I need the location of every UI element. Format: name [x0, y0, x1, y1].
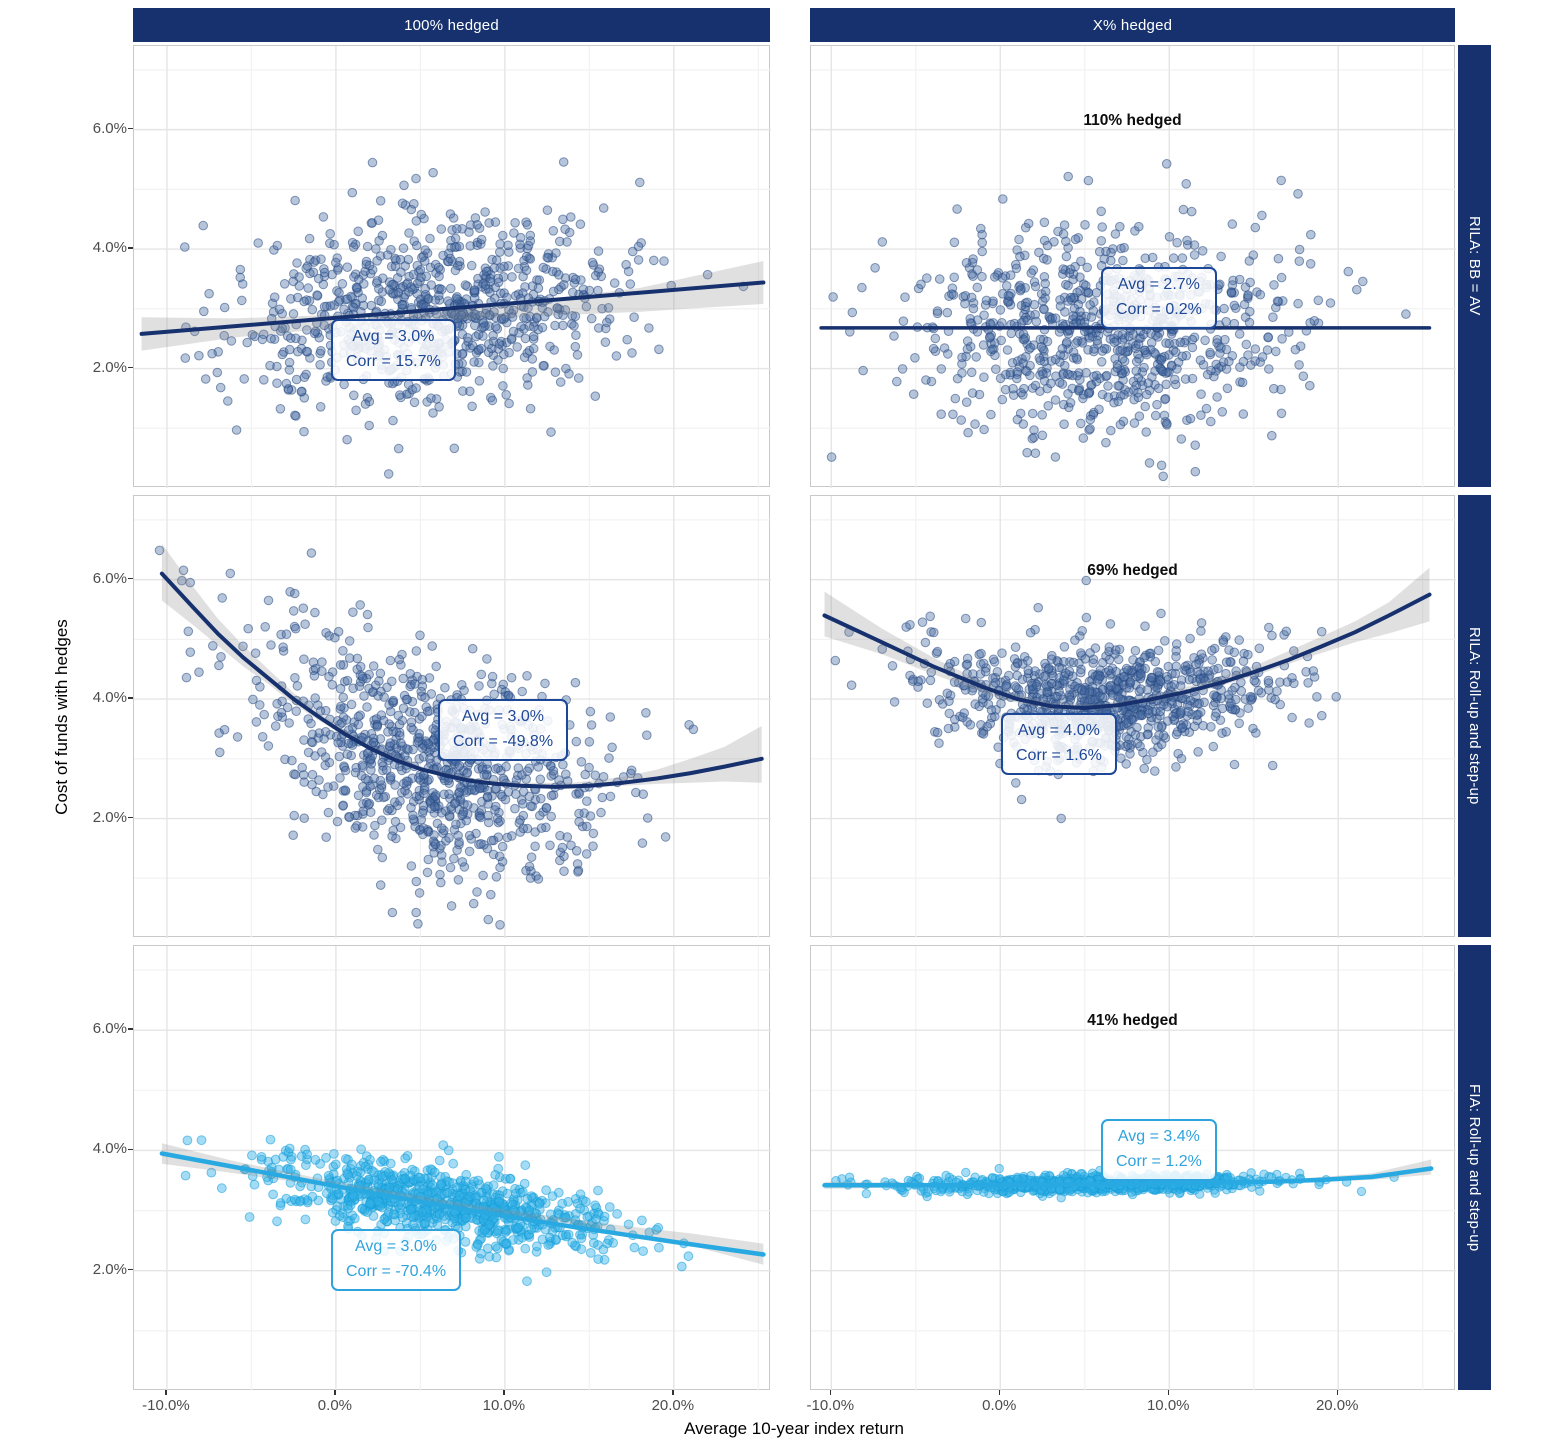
- annotation-corr: Corr = 1.2%: [1116, 1152, 1202, 1170]
- x-tick-label: 10.0%: [1146, 1397, 1190, 1414]
- y-tick-label: 2.0%: [92, 358, 127, 376]
- annotation-corr: Corr = 0.2%: [1116, 300, 1202, 318]
- y-tick-label: 4.0%: [92, 689, 127, 707]
- scatter-plot-canvas: [134, 46, 771, 488]
- hedge-percent-label: 69% hedged: [1087, 562, 1178, 579]
- facet-row-label-1-text: RILA: Roll-up and step-up: [1466, 627, 1483, 805]
- x-tick-mark: [503, 1390, 505, 1395]
- y-tick-mark: [128, 816, 133, 819]
- facet-row-label-0-text: RILA: BB = AV: [1466, 216, 1483, 316]
- x-tick-label: -10.0%: [142, 1397, 190, 1414]
- x-tick-mark: [829, 1390, 832, 1395]
- annotation-box: Avg = 3.0% Corr = 15.7%: [331, 319, 456, 381]
- x-tick-label: 0.0%: [982, 1397, 1017, 1414]
- y-tick-label: 4.0%: [92, 239, 127, 257]
- hedge-percent-label: 41% hedged: [1087, 1012, 1178, 1029]
- x-tick-label: 10.0%: [482, 1397, 526, 1414]
- hedge-percent-label: 110% hedged: [1083, 112, 1182, 129]
- x-tick-label: -10.0%: [806, 1397, 855, 1414]
- panel-fia-rollup-xhedged: 41% hedged Avg = 3.4% Corr = 1.2%: [810, 945, 1456, 1391]
- x-tick-mark: [998, 1390, 1001, 1395]
- facet-column-header-left-label: 100% hedged: [404, 16, 499, 34]
- annotation-box: Avg = 4.0% Corr = 1.6%: [1001, 713, 1117, 775]
- x-tick-mark: [1336, 1390, 1339, 1395]
- panel-fia-rollup-100hedged: Avg = 3.0% Corr = -70.4%: [133, 945, 771, 1391]
- x-tick-label: 20.0%: [651, 1397, 695, 1414]
- y-tick-label: 4.0%: [92, 1140, 127, 1158]
- facet-row-label-2-text: FIA: Roll-up and step-up: [1466, 1083, 1483, 1252]
- panel-rila-rollup-100hedged: Avg = 3.0% Corr = -49.8%: [133, 495, 771, 938]
- x-axis-title: Average 10-year index return: [684, 1419, 904, 1438]
- facet-column-header-right-label: X% hedged: [1092, 16, 1173, 34]
- x-axis-tick-row: -10.0% 0.0% 10.0% 20.0% -10.0% 0.0% 10.0% 20.0%: [0, 1397, 1544, 1417]
- annotation-box: Avg = 2.7% Corr = 0.2%: [1101, 267, 1217, 329]
- panel-rila-bbav-xhedged: 110% hedged Avg = 2.7% Corr = 0.2%: [810, 45, 1456, 488]
- annotation-avg: Avg = 3.0%: [352, 328, 435, 345]
- annotation-avg: Avg = 4.0%: [1017, 722, 1100, 739]
- annotation-box: Avg = 3.0% Corr = -49.8%: [438, 699, 569, 761]
- y-tick-label: 2.0%: [92, 1260, 127, 1278]
- facet-column-header-right: X% hedged: [810, 8, 1455, 42]
- y-tick-mark: [128, 577, 133, 580]
- scatter-plot-canvas: [134, 946, 771, 1391]
- annotation-avg: Avg = 2.7%: [1117, 276, 1200, 293]
- y-tick-mark: [128, 1028, 133, 1030]
- annotation-avg: Avg = 3.0%: [355, 1238, 438, 1255]
- y-tick-mark: [128, 366, 133, 369]
- facet-row-label-0: RILA: BB = AV: [1458, 45, 1491, 487]
- y-tick-label: 6.0%: [92, 1020, 127, 1038]
- annotation-corr: Corr = 15.7%: [346, 352, 441, 370]
- annotation-box: Avg = 3.4% Corr = 1.2%: [1101, 1119, 1217, 1181]
- x-tick-label: 20.0%: [1315, 1397, 1359, 1414]
- y-tick-mark: [128, 1148, 133, 1151]
- y-tick-label: 6.0%: [92, 119, 127, 137]
- annotation-box: Avg = 3.0% Corr = -70.4%: [331, 1229, 462, 1291]
- x-tick-label: 0.0%: [317, 1397, 353, 1414]
- annotation-avg: Avg = 3.0%: [462, 708, 545, 725]
- facet-row-label-1: RILA: Roll-up and step-up: [1458, 495, 1491, 937]
- annotation-avg: Avg = 3.4%: [1117, 1128, 1200, 1145]
- panel-rila-bbav-100hedged: Avg = 3.0% Corr = 15.7%: [133, 45, 771, 488]
- y-tick-mark: [128, 1268, 133, 1271]
- x-tick-mark: [1167, 1390, 1170, 1395]
- x-tick-mark: [672, 1390, 674, 1395]
- annotation-corr: Corr = -49.8%: [453, 732, 554, 750]
- facet-row-label-2: FIA: Roll-up and step-up: [1458, 945, 1491, 1390]
- y-tick-mark: [128, 697, 133, 699]
- y-tick-mark: [128, 247, 133, 249]
- y-tick-mark: [128, 127, 133, 130]
- y-tick-label: 2.0%: [92, 808, 127, 826]
- panel-rila-rollup-xhedged: 69% hedged Avg = 4.0% Corr = 1.6%: [810, 495, 1456, 938]
- facet-column-header-left: 100% hedged: [133, 8, 770, 42]
- y-tick-label: 6.0%: [92, 569, 127, 587]
- y-axis-title: Cost of funds with hedges: [52, 619, 71, 815]
- annotation-corr: Corr = 1.6%: [1016, 746, 1102, 764]
- x-tick-mark: [165, 1390, 167, 1395]
- annotation-corr: Corr = -70.4%: [346, 1262, 447, 1280]
- x-tick-mark: [334, 1390, 336, 1395]
